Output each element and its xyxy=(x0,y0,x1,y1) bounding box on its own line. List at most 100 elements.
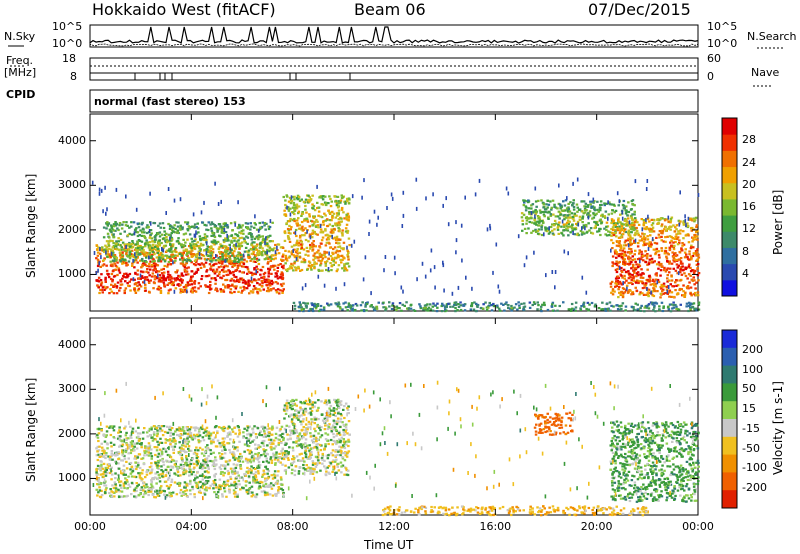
data-cell xyxy=(176,269,179,272)
data-cell xyxy=(407,307,411,310)
data-cell xyxy=(401,224,404,228)
data-cell xyxy=(304,283,307,288)
data-cell xyxy=(229,251,232,254)
data-cell xyxy=(312,222,316,225)
data-cell xyxy=(694,307,698,310)
data-cell xyxy=(314,307,318,310)
data-cell xyxy=(149,254,152,257)
data-cell xyxy=(390,192,393,197)
data-cell xyxy=(634,217,637,220)
data-cell xyxy=(310,302,313,305)
data-cell xyxy=(682,243,686,246)
data-cell xyxy=(641,232,644,235)
data-cell xyxy=(617,261,620,264)
data-cell xyxy=(306,194,309,197)
data-cell xyxy=(330,229,334,232)
data-cell xyxy=(224,278,227,282)
data-cell xyxy=(662,282,666,285)
data-cell xyxy=(348,304,352,307)
data-cell xyxy=(690,258,693,261)
data-cell xyxy=(649,301,653,304)
data-cell xyxy=(313,267,316,270)
data-cell xyxy=(173,472,176,475)
data-cell xyxy=(578,218,582,221)
data-cell xyxy=(257,278,261,281)
data-cell xyxy=(123,247,126,250)
data-cell xyxy=(650,243,653,246)
data-cell xyxy=(266,287,270,290)
data-cell xyxy=(190,459,193,462)
data-cell xyxy=(347,302,351,305)
data-cell xyxy=(584,211,587,214)
data-cell xyxy=(442,304,445,307)
data-cell xyxy=(263,271,267,274)
data-cell xyxy=(317,256,320,259)
data-cell xyxy=(295,203,299,206)
data-cell xyxy=(647,263,651,266)
data-cell xyxy=(433,265,436,270)
data-cell xyxy=(130,278,133,281)
data-cell xyxy=(632,241,636,244)
data-cell xyxy=(516,308,519,311)
data-cell xyxy=(177,237,180,240)
data-cell xyxy=(293,198,296,201)
data-cell xyxy=(284,257,288,260)
data-cell xyxy=(136,242,139,245)
data-cell xyxy=(218,466,222,469)
data-cell xyxy=(642,221,646,224)
data-cell xyxy=(620,304,623,307)
data-cell xyxy=(126,282,129,285)
data-cell xyxy=(124,224,128,227)
data-cell xyxy=(668,235,672,238)
data-cell xyxy=(263,222,267,225)
data-cell xyxy=(332,260,335,263)
data-cell xyxy=(351,309,354,312)
data-cell xyxy=(123,230,126,233)
data-cell xyxy=(305,246,309,249)
data-cell xyxy=(152,262,156,265)
data-cell xyxy=(234,237,237,240)
data-cell xyxy=(629,248,633,251)
data-cell xyxy=(280,271,284,274)
data-cell xyxy=(209,288,212,291)
data-cell xyxy=(668,289,672,292)
data-cell xyxy=(572,231,574,235)
data-cell xyxy=(323,212,326,215)
data-cell xyxy=(218,270,221,273)
data-cell xyxy=(666,267,669,270)
data-cell xyxy=(185,470,188,473)
data-cell xyxy=(347,305,350,308)
data-cell xyxy=(523,263,526,268)
data-cell xyxy=(160,268,163,271)
data-cell xyxy=(293,204,296,207)
data-cell xyxy=(394,271,396,276)
data-cell xyxy=(209,250,213,253)
data-cell xyxy=(684,218,687,223)
data-cell xyxy=(214,282,217,285)
data-cell xyxy=(534,186,537,191)
data-cell xyxy=(103,440,107,443)
data-cell xyxy=(260,279,264,283)
data-cell xyxy=(536,308,539,311)
data-cell xyxy=(317,226,320,229)
data-cell xyxy=(170,239,173,242)
data-cell xyxy=(232,452,236,455)
data-cell xyxy=(627,255,630,258)
data-cell xyxy=(554,206,558,209)
data-cell xyxy=(237,244,241,247)
data-cell xyxy=(155,435,159,438)
data-cell xyxy=(582,224,586,227)
data-cell xyxy=(150,237,154,240)
data-cell xyxy=(212,270,216,273)
data-cell xyxy=(629,276,632,279)
data-cell xyxy=(425,309,428,312)
data-cell xyxy=(640,280,644,283)
data-cell xyxy=(213,235,217,239)
data-cell xyxy=(688,253,691,256)
data-cell xyxy=(653,241,657,245)
data-cell xyxy=(600,221,603,224)
data-cell xyxy=(148,472,152,475)
data-cell xyxy=(188,227,191,230)
data-cell xyxy=(396,306,399,310)
data-cell xyxy=(432,192,434,197)
